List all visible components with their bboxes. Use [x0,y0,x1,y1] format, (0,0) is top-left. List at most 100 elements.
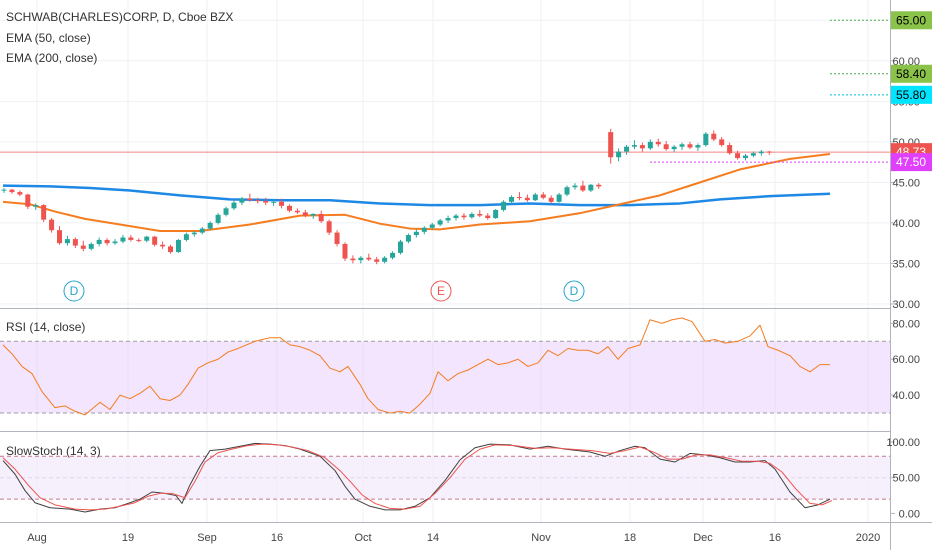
candle-body [25,194,31,207]
candle-body [271,201,277,203]
candle [564,185,570,197]
candle [223,206,229,217]
ema200-line [2,184,831,207]
ema50-line [2,153,831,232]
grid-lines [0,0,890,522]
candle-body [390,252,396,258]
candle [33,203,39,210]
candle [318,210,324,223]
rsi-line [2,317,830,416]
time-tick-label[interactable]: 18 [624,532,636,544]
candle-body [679,144,685,147]
candle-body [532,194,538,201]
earnings-marker[interactable]: E [430,280,452,302]
dividend-marker-circle [63,280,85,302]
candle-body [152,236,158,245]
candle-body [175,239,181,253]
candle [334,230,340,247]
candle-body [247,198,253,201]
candle [532,192,538,202]
price-tick-label[interactable]: 40.00 [892,218,920,230]
candle [655,138,661,147]
candle [639,142,645,152]
candle [310,213,316,219]
candle-body [596,184,602,187]
candle-body [624,146,630,152]
candle-body [516,196,522,198]
price-tick-label[interactable]: 30.00 [892,299,920,311]
candle [727,142,733,155]
time-axis[interactable]: Aug 19 Sep 16 Oct 14 Nov 18 Dec 16 2020 [27,532,880,544]
candle [88,242,94,251]
candle [144,235,150,243]
candle [766,150,772,155]
candle-body [41,205,47,220]
legend-ema200[interactable]: EMA (200, close) [6,51,97,65]
candle-body [524,197,530,201]
candle-body [509,196,515,202]
candle [679,142,685,150]
candle-body [719,139,725,146]
candle [191,231,197,237]
price-tick-label[interactable]: 45.00 [892,177,920,189]
candle [469,212,475,219]
rsi-tick-label[interactable]: 60.00 [892,354,920,366]
time-tick-label[interactable]: Dec [693,532,713,544]
candle-body [429,224,435,228]
candle [413,229,419,238]
candle [616,148,622,162]
candle [735,150,741,160]
time-tick-label[interactable]: 16 [769,532,781,544]
candle [485,213,491,220]
time-tick-label[interactable]: 14 [427,532,439,544]
candle-body [655,141,661,145]
price-tick-label[interactable]: 35.00 [892,258,920,270]
candle [695,143,701,151]
candle [588,183,594,193]
candle [17,190,23,197]
dividend-marker[interactable]: D [563,280,585,302]
candle-body [548,197,554,202]
price-badge-label: 55.80 [896,88,926,102]
candle-body [334,232,340,244]
candle [302,209,308,218]
candle [136,238,142,243]
time-tick-label[interactable]: 16 [271,532,283,544]
time-tick-label[interactable]: 19 [122,532,134,544]
candle-body [88,243,94,249]
time-tick-label[interactable]: Aug [27,532,47,544]
dividend-marker[interactable]: D [63,280,85,302]
legend-rsi[interactable]: RSI (14, close) [6,320,85,334]
stoch-tick-label[interactable]: 100.00 [886,437,920,449]
candle-body [703,133,709,146]
rsi-path [2,317,830,416]
candle-body [374,259,380,262]
rsi-tick-label[interactable]: 80.00 [892,318,920,330]
time-tick-label[interactable]: Nov [531,532,551,544]
candle [390,251,396,260]
candle-body [1,189,7,191]
candle-body [9,189,15,193]
candle [580,180,586,193]
candle-body [326,221,332,233]
candle-body [191,232,197,235]
candle-body [616,151,622,158]
rsi-tick-label[interactable]: 40.00 [892,390,920,402]
legend-stoch[interactable]: SlowStoch (14, 3) [6,444,101,458]
time-tick-label[interactable]: Oct [354,532,371,544]
candle [286,204,292,213]
stoch-tick-label[interactable]: 0.00 [899,508,920,520]
time-tick-label[interactable]: Sep [197,532,217,544]
candle [128,235,134,242]
legend-symbol[interactable]: SCHWAB(CHARLES)CORP, D, Cboe BZX [6,10,233,24]
time-tick-label[interactable]: 2020 [856,532,880,544]
candle [540,192,546,200]
candle-body [223,208,229,215]
candle-body [663,144,669,150]
stoch-tick-label[interactable]: 50.00 [892,473,920,485]
candle-body [469,213,475,218]
legend-ema50[interactable]: EMA (50, close) [6,31,91,45]
